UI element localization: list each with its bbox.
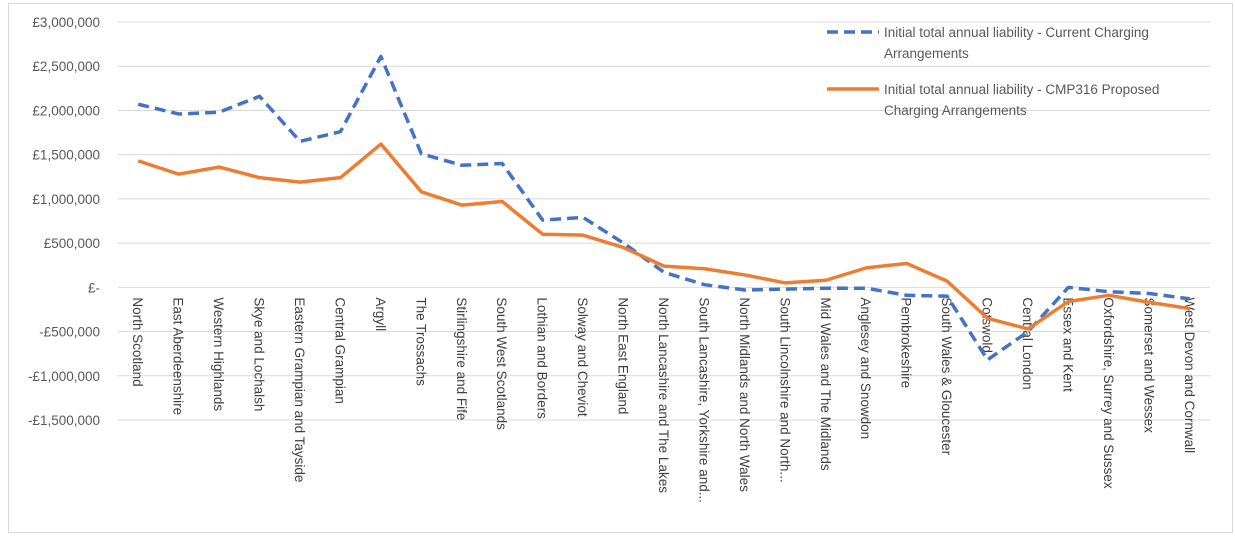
x-tick-label: Somerset and Wessex bbox=[1141, 297, 1156, 433]
x-tick-label: Argyll bbox=[373, 297, 388, 331]
x-tick-label: Essex and Kent bbox=[1060, 297, 1075, 392]
chart-frame bbox=[8, 3, 1233, 533]
x-tick-label: Solway and Cheviot bbox=[575, 297, 590, 417]
x-tick-label: North Scotland bbox=[130, 297, 145, 386]
x-tick-label: Mid Wales and The Midlands bbox=[818, 297, 833, 471]
x-tick-label: South Lincolnshire and North... bbox=[777, 297, 792, 482]
y-tick-label: -£1,500,000 bbox=[28, 413, 100, 428]
y-tick-label: £2,500,000 bbox=[32, 59, 100, 74]
x-tick-label: The Trossachs bbox=[413, 297, 428, 386]
x-tick-label: Lothian and Borders bbox=[535, 297, 550, 419]
x-tick-label: North Midlands and North Wales bbox=[737, 297, 752, 492]
x-tick-label: East Aberdeenshire bbox=[171, 297, 186, 415]
y-tick-label: £- bbox=[88, 280, 100, 295]
y-tick-label: -£1,000,000 bbox=[28, 369, 100, 384]
x-tick-label: West Devon and Cornwall bbox=[1182, 297, 1197, 453]
x-tick-label: Cotswold bbox=[980, 297, 995, 353]
y-tick-label: £3,000,000 bbox=[32, 15, 100, 30]
x-tick-label: South West Scotlands bbox=[494, 297, 509, 430]
x-tick-label: South Wales & Gloucester bbox=[939, 297, 954, 455]
x-tick-label: Stirlingshire and Fife bbox=[454, 297, 469, 420]
legend-label: Charging Arrangements bbox=[884, 103, 1027, 118]
x-tick-label: Western Highlands bbox=[211, 297, 226, 411]
legend: Initial total annual liability - Current… bbox=[827, 25, 1159, 118]
y-axis: £3,000,000 £2,500,000 £2,000,000 £1,500,000… bbox=[28, 15, 100, 428]
y-tick-label: £500,000 bbox=[44, 236, 100, 251]
x-tick-label: Anglesey and Snowdon bbox=[858, 297, 873, 439]
series-lines bbox=[137, 54, 1191, 362]
x-tick-label: Pembrokeshire bbox=[899, 297, 914, 388]
x-tick-label: South Lancashire, Yorkshire and... bbox=[696, 297, 711, 503]
y-tick-label: -£500,000 bbox=[39, 325, 100, 340]
x-tick-label: Oxfordshire, Surrey and Sussex bbox=[1101, 297, 1116, 489]
x-tick-label: North Lancashire and The Lakes bbox=[656, 297, 671, 493]
x-tick-label: Eastern Grampian and Tayside bbox=[292, 297, 307, 482]
series-line-2 bbox=[137, 142, 1191, 331]
legend-label: Initial total annual liability - Current… bbox=[884, 25, 1149, 40]
y-tick-label: £2,000,000 bbox=[32, 103, 100, 118]
x-tick-label: North East England bbox=[616, 297, 631, 414]
y-tick-label: £1,000,000 bbox=[32, 192, 100, 207]
x-tick-label: Central Grampian bbox=[332, 297, 347, 404]
x-axis: North Scotland East Aberdeenshire Western … bbox=[130, 297, 1197, 503]
legend-label: Initial total annual liability - CMP316 … bbox=[884, 82, 1159, 97]
x-tick-label: Skye and Lochalsh bbox=[252, 297, 267, 411]
y-tick-label: £1,500,000 bbox=[32, 148, 100, 163]
x-tick-label: Central London bbox=[1020, 297, 1035, 389]
legend-label: Arrangements bbox=[884, 46, 969, 61]
gridlines bbox=[118, 21, 1210, 421]
